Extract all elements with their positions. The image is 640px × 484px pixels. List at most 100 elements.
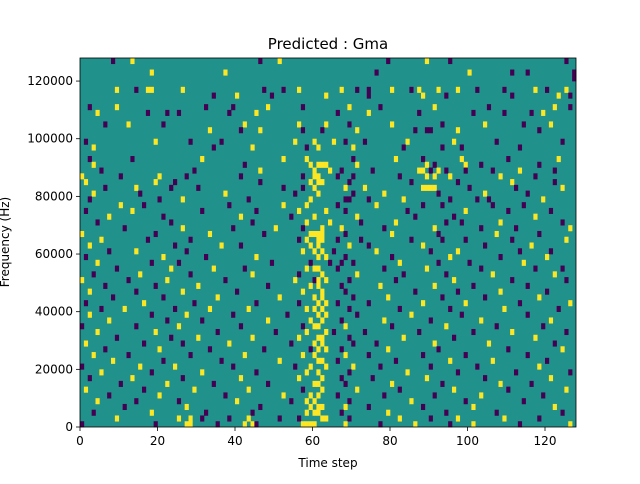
heatmap-cell (560, 184, 565, 191)
heatmap-cell (452, 138, 457, 145)
heatmap-cell (304, 236, 309, 243)
heatmap-cell (455, 179, 461, 186)
heatmap-cell (138, 190, 143, 197)
heatmap-cell (335, 109, 340, 116)
heatmap-cell (149, 69, 154, 76)
heatmap-cell (83, 179, 89, 186)
heatmap-cell (506, 346, 511, 353)
heatmap-cell (157, 392, 162, 399)
y-axis-ticks: 0 20000 40000 60000 80000 100000 120000 (27, 74, 80, 434)
heatmap-cell (409, 311, 414, 318)
heatmap-cell (459, 156, 464, 163)
heatmap-cell (529, 380, 534, 387)
heatmap-cell (165, 109, 170, 116)
heatmap-cell (335, 236, 340, 243)
heatmap-cell (262, 86, 267, 93)
heatmap-cell (204, 104, 209, 111)
heatmap-cell (552, 104, 557, 111)
heatmap-cell (552, 271, 557, 278)
heatmap-cell (312, 173, 317, 180)
heatmap-cell (324, 161, 329, 168)
plot-area-frame (79, 57, 577, 428)
heatmap-cell (382, 265, 387, 272)
heatmap-cell (277, 58, 282, 65)
heatmap-cells (80, 58, 577, 428)
heatmap-cell (126, 352, 131, 359)
heatmap-cell (211, 265, 216, 272)
heatmap-cell (324, 346, 329, 353)
heatmap-cell (510, 92, 515, 99)
heatmap-cell (339, 375, 344, 382)
heatmap-cell (351, 173, 356, 180)
heatmap-cell (176, 259, 182, 266)
heatmap-cell (250, 144, 255, 151)
heatmap-cell (312, 305, 317, 312)
heatmap-cell (428, 317, 433, 324)
heatmap-cell (238, 375, 244, 382)
heatmap-cell (366, 352, 371, 359)
heatmap-cell (428, 127, 433, 134)
heatmap-cell (312, 248, 317, 255)
heatmap-cell (432, 184, 437, 191)
heatmap-cell (250, 409, 255, 416)
heatmap-cell (188, 138, 193, 145)
heatmap-cell (556, 156, 561, 163)
heatmap-cell (537, 127, 542, 134)
heatmap-cell (300, 288, 306, 295)
heatmap-cell (448, 305, 453, 312)
heatmap-cell (211, 380, 216, 387)
heatmap-cell (308, 346, 313, 353)
heatmap-cell (343, 196, 348, 203)
heatmap-cell (351, 259, 356, 266)
heatmap-cell (262, 230, 267, 238)
heatmap-cell (103, 282, 108, 289)
heatmap-cell (390, 380, 395, 387)
heatmap-cell (153, 138, 158, 145)
heatmap-cell (502, 305, 507, 312)
heatmap-cell (552, 167, 557, 174)
heatmap-cell (324, 207, 329, 214)
heatmap-cell (502, 415, 507, 422)
heatmap-cell (250, 219, 255, 226)
heatmap-cell (130, 58, 135, 65)
heatmap-cell (390, 323, 395, 330)
heatmap-cell (293, 277, 298, 284)
heatmap-cell (107, 392, 112, 399)
heatmap-cell (165, 277, 170, 284)
heatmap-cell (467, 69, 472, 76)
heatmap-cell (421, 300, 426, 307)
heatmap-cell (347, 398, 352, 405)
heatmap-cell (556, 92, 561, 99)
heatmap-cell (169, 184, 174, 191)
heatmap-cell (138, 363, 143, 370)
heatmap-cell (258, 58, 263, 65)
heatmap-cell (184, 173, 189, 180)
heatmap-cell (432, 104, 437, 111)
heatmap-cell (83, 340, 89, 347)
heatmap-cell (424, 375, 430, 382)
heatmap-cell (572, 75, 577, 82)
heatmap-cell (149, 369, 154, 376)
heatmap-cell (316, 300, 321, 307)
heatmap-cell (401, 196, 406, 203)
heatmap-cell (370, 375, 375, 382)
heatmap-cell (517, 248, 523, 255)
heatmap-cell (343, 403, 348, 411)
heatmap-cell (250, 334, 255, 341)
heatmap-cell (339, 167, 344, 174)
x-tick-label: 0 (76, 434, 84, 448)
heatmap-cell (517, 300, 523, 307)
heatmap-cell (266, 104, 271, 111)
heatmap-cell (316, 242, 321, 249)
heatmap-cell (192, 386, 197, 393)
heatmap-cell (149, 259, 154, 266)
heatmap-cell (421, 167, 426, 174)
heatmap-cell (87, 242, 92, 249)
heatmap-cell (355, 271, 360, 278)
heatmap-cell (483, 190, 488, 197)
heatmap-cell (142, 300, 147, 307)
heatmap-cell (335, 265, 340, 272)
plot-area-background (80, 58, 576, 427)
heatmap-cell (432, 161, 437, 168)
heatmap-cell (564, 386, 569, 393)
